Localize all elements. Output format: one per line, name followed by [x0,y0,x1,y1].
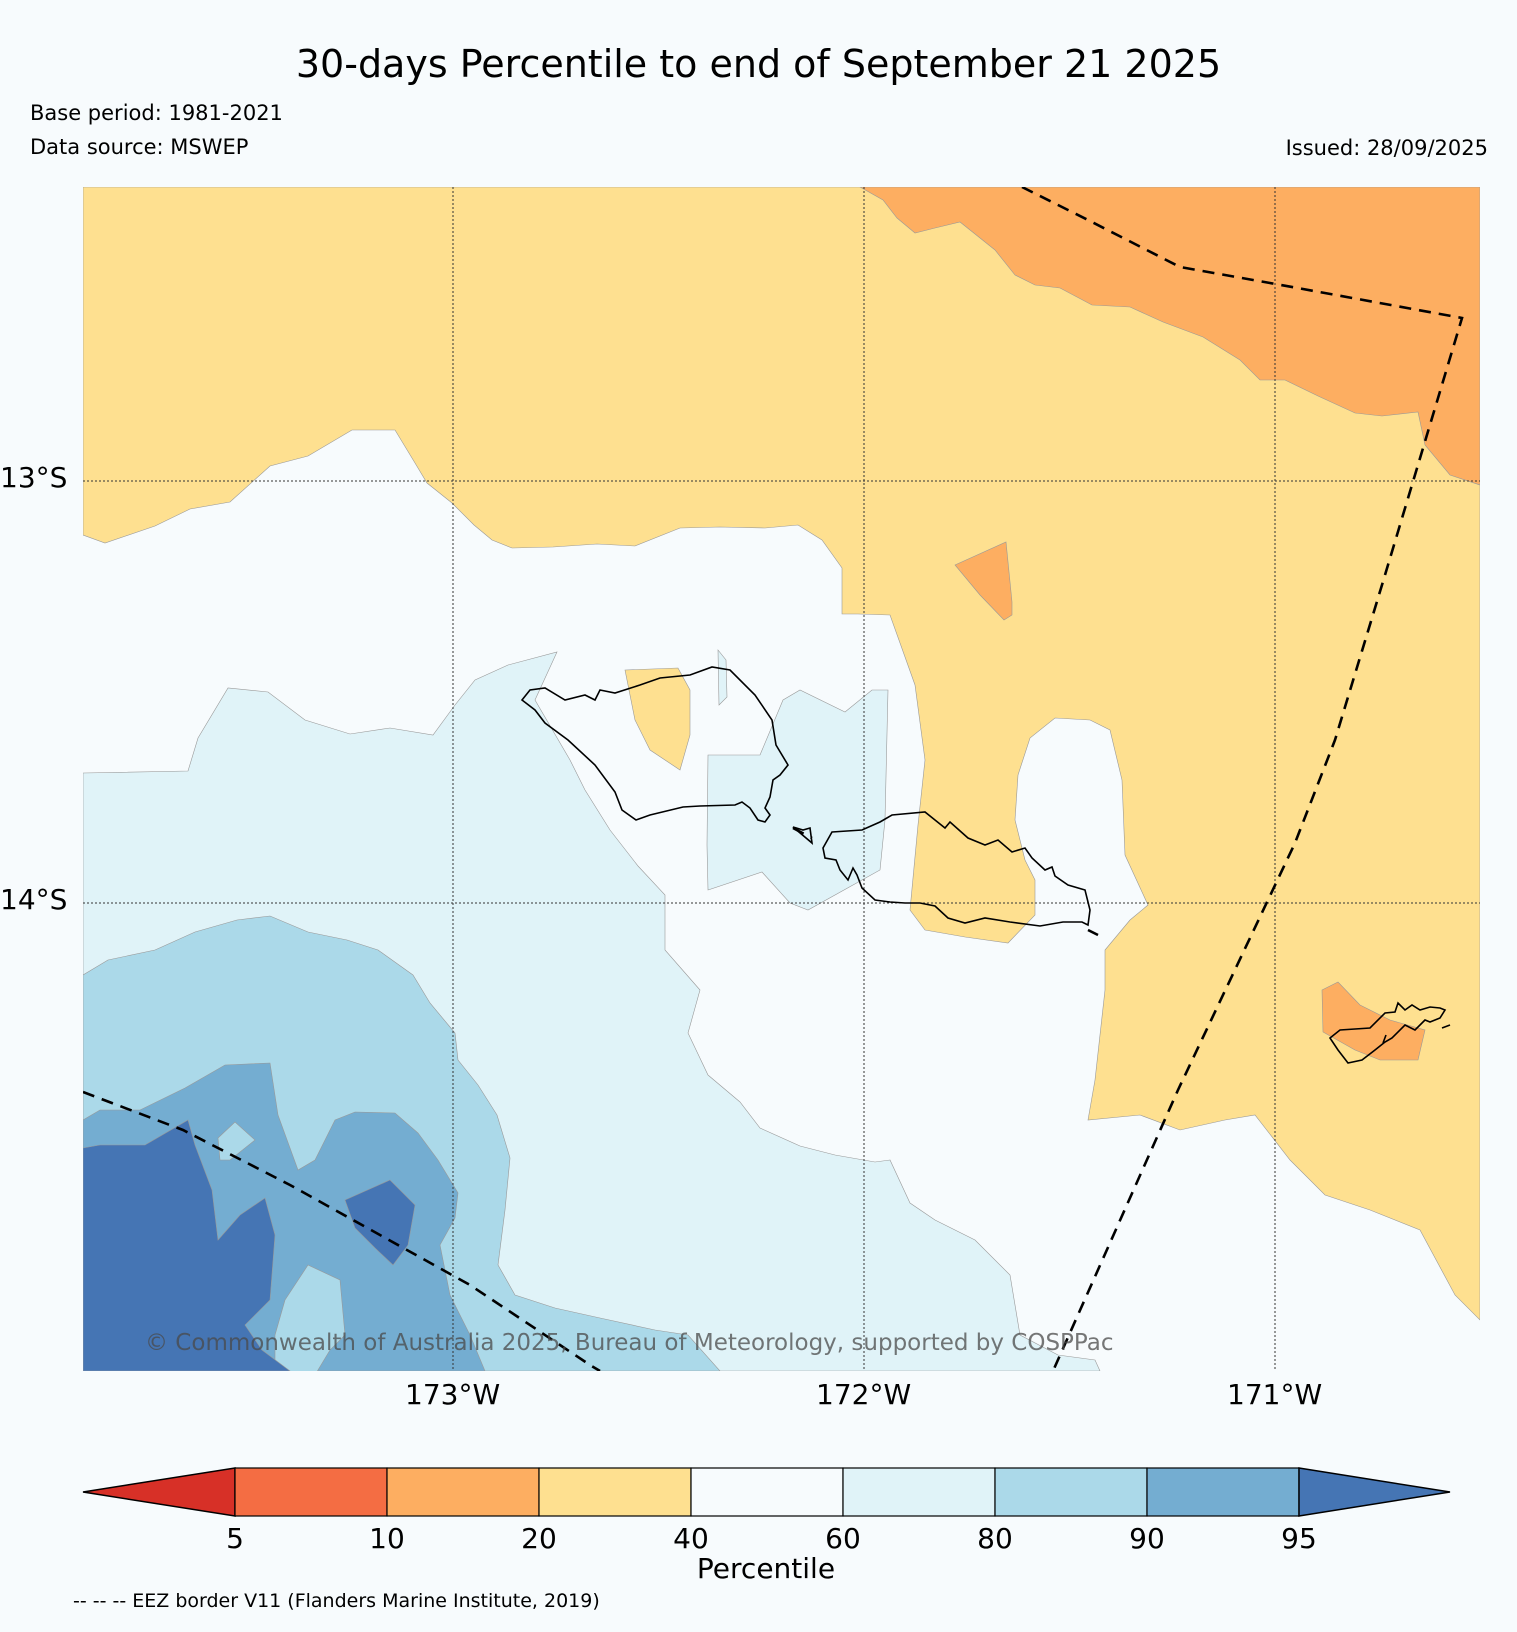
band-10-20-area-small [954,541,1013,621]
tick-label: 20 [521,1522,557,1555]
data-source-text: Data source: MSWEP [30,135,249,159]
colorbar-segment [842,1467,996,1517]
band-above-95-area [83,1119,291,1371]
colorbar-segment [994,1467,1148,1517]
colorbar-segment [1146,1467,1300,1517]
savaii-coastline [520,666,789,823]
tick-label: 90 [1129,1522,1165,1555]
base-period-text: Base period: 1981-2021 [30,101,283,125]
issued-date-text: Issued: 28/09/2025 [1285,136,1488,160]
tick-label: 60 [825,1522,861,1555]
tutuila-coastline [1328,1001,1447,1064]
lon-label-171w: 171°W [1227,1378,1323,1411]
colorbar [82,1467,1451,1517]
eez-border-note: -- -- -- EEZ border V11 (Flanders Marine… [73,1590,600,1612]
upolu-coastline [822,811,1091,927]
colorbar-extend-low [82,1467,236,1517]
tick-label: 80 [977,1522,1013,1555]
map-title: 30-days Percentile to end of September 2… [295,42,1222,86]
colorbar-segment [690,1467,844,1517]
colorbar-segment [386,1467,540,1517]
tick-label: 5 [226,1522,244,1555]
band-20-40-area [83,187,1480,1321]
lat-label-13s: 13°S [0,461,68,494]
tick-label: 40 [673,1522,709,1555]
eez-border-line [83,1090,601,1371]
colorbar-segment [538,1467,692,1517]
percentile-map [83,187,1480,1371]
lat-label-14s: 14°S [0,883,68,916]
copyright-notice: © Commonwealth of Australia 2025, Bureau… [145,1330,1114,1356]
colorbar-segment [234,1467,388,1517]
colorbar-label: Percentile [696,1552,836,1585]
lon-label-173w: 173°W [405,1378,501,1411]
eez-border-line [1021,187,1464,1371]
lon-label-172w: 172°W [816,1378,912,1411]
tick-label: 10 [369,1522,405,1555]
colorbar-extend-high [1298,1467,1451,1517]
tick-label: 95 [1281,1522,1317,1555]
band-10-20-area-northeast [859,187,1480,486]
